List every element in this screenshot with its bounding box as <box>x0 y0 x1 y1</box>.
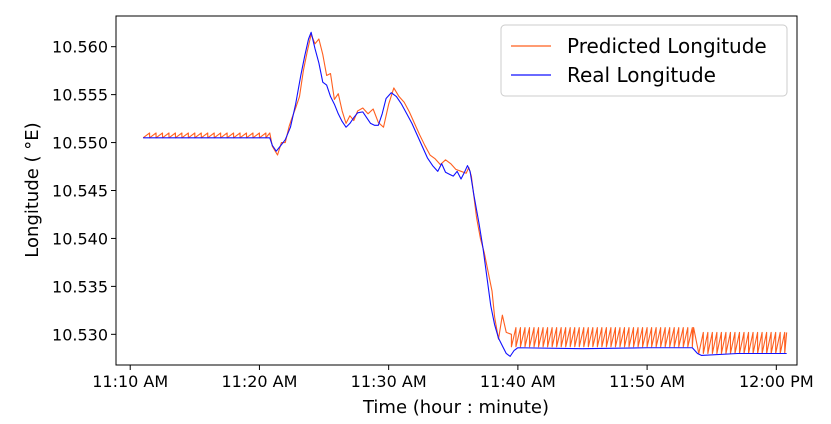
x-tick-label: 12:00 PM <box>739 372 814 391</box>
x-axis-ticks: 11:10 AM 11:20 AM 11:30 AM 11:40 AM 11:50 AM… <box>92 365 814 391</box>
x-tick-label: 11:40 AM <box>480 372 556 391</box>
series-line-predicted-longitude <box>142 33 788 355</box>
legend-box <box>500 24 788 97</box>
y-tick-label: 10.535 <box>52 277 108 296</box>
y-tick-label: 10.545 <box>52 182 108 201</box>
x-tick-label: 11:30 AM <box>351 372 427 391</box>
y-tick-label: 10.555 <box>52 86 108 105</box>
legend: Predicted Longitude Real Longitude <box>500 24 788 97</box>
legend-label-real: Real Longitude <box>567 63 716 87</box>
x-tick-label: 11:50 AM <box>609 372 685 391</box>
x-tick-label: 11:10 AM <box>92 372 168 391</box>
series-line-real-longitude <box>143 31 787 357</box>
y-tick-label: 10.550 <box>52 134 108 153</box>
x-axis-title: Time (hour : minute) <box>362 397 549 418</box>
series-layer <box>142 31 788 357</box>
y-tick-label: 10.530 <box>52 325 108 344</box>
y-tick-label: 10.560 <box>52 38 108 57</box>
x-tick-label: 11:20 AM <box>221 372 297 391</box>
y-axis-title: Longitude ( °E) <box>22 122 43 257</box>
y-axis-ticks: 10.530 10.535 10.540 10.545 10.550 10.555 10.5… <box>52 38 116 344</box>
y-tick-label: 10.540 <box>52 229 108 248</box>
legend-label-predicted: Predicted Longitude <box>567 34 767 58</box>
